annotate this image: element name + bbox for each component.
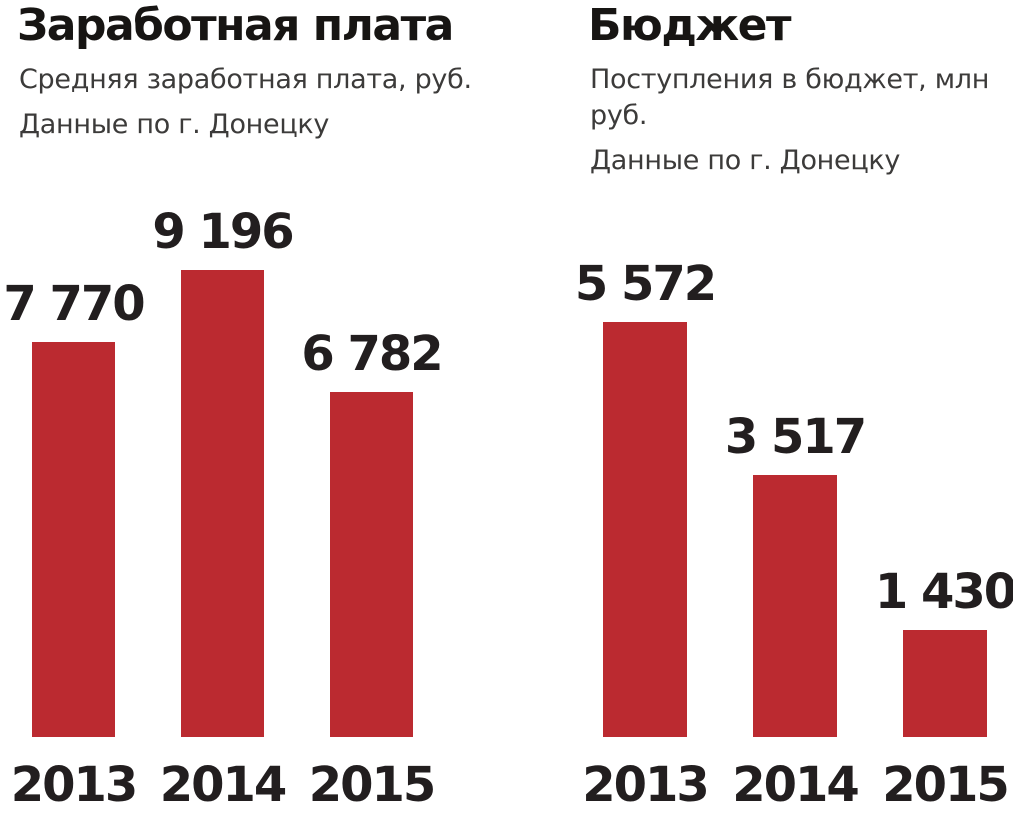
bar-2014 (181, 270, 264, 737)
salary-chart-section: Заработная плата Средняя заработная плат… (3, 0, 472, 813)
bar-value-label-2015: 1 430 (874, 564, 1013, 620)
budget-chart-title: Бюджет (588, 0, 791, 51)
x-axis-label-2014: 2014 (732, 757, 860, 813)
bar-2015 (903, 630, 987, 737)
bar-value-label-2014: 3 517 (724, 409, 867, 465)
bar-value-label-2014: 9 196 (152, 204, 294, 260)
salary-chart-subtitle: Средняя заработная плата, руб. (19, 63, 472, 95)
salary-chart-note: Данные по г. Донецку (19, 108, 330, 140)
x-axis-label-2013: 2013 (10, 757, 139, 813)
budget-chart-note: Данные по г. Донецку (590, 145, 901, 177)
x-axis-label-2013: 2013 (582, 757, 710, 813)
salary-chart-plot: 7 770 2013 9 196 2014 6 782 2015 (3, 204, 443, 813)
bar-value-label-2015: 6 782 (301, 326, 443, 382)
bar-2014 (753, 475, 837, 737)
budget-chart-subtitle: Поступления в бюджет, млн руб. (590, 63, 990, 131)
budget-chart-plot: 5 572 2013 3 517 2014 1 430 2015 (560, 0, 1013, 827)
bar-value-label-2013: 7 770 (3, 276, 145, 332)
bar-value-label-2013: 5 572 (574, 256, 717, 312)
x-axis-label-2014: 2014 (159, 757, 288, 813)
salary-chart-title: Заработная плата (17, 0, 454, 51)
bar-2013 (603, 322, 687, 737)
bar-2013 (32, 342, 115, 737)
x-axis-label-2015: 2015 (882, 757, 1010, 813)
bar-2015 (330, 392, 413, 737)
budget-chart-section: Бюджет Поступления в бюджет, млн руб. Да… (560, 0, 1013, 827)
x-axis-label-2015: 2015 (308, 757, 437, 813)
